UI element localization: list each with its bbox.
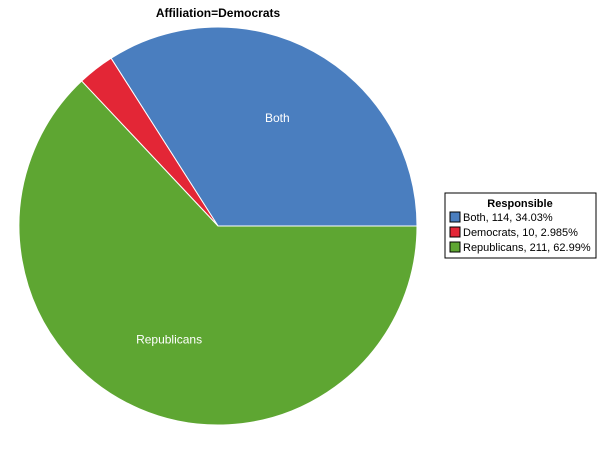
legend-title: Responsible [487, 198, 552, 210]
legend-label-democrats: Democrats, 10, 2.985% [463, 227, 578, 239]
slice-label-both: Both [265, 111, 290, 125]
legend-swatch-republicans [449, 241, 461, 253]
legend-box [444, 192, 597, 259]
pie-slice-both [110, 26, 418, 227]
slice-label-republicans: Republicans [136, 332, 202, 346]
pie-slice-labels: Both Republicans [136, 111, 290, 346]
legend-swatch-both [449, 211, 461, 223]
legend-swatch-democrats [449, 226, 461, 238]
legend: Responsible Both, 114, 34.03% Democrats, … [444, 192, 597, 259]
legend-label-both: Both, 114, 34.03% [463, 212, 553, 224]
legend-items: Both, 114, 34.03% Democrats, 10, 2.985% Re… [449, 211, 591, 254]
pie-slice-republicans [18, 80, 418, 426]
legend-label-republicans: Republicans, 211, 62.99% [463, 242, 591, 254]
pie-slices [18, 26, 418, 426]
chart-title: Affiliation=Democrats [156, 6, 281, 20]
